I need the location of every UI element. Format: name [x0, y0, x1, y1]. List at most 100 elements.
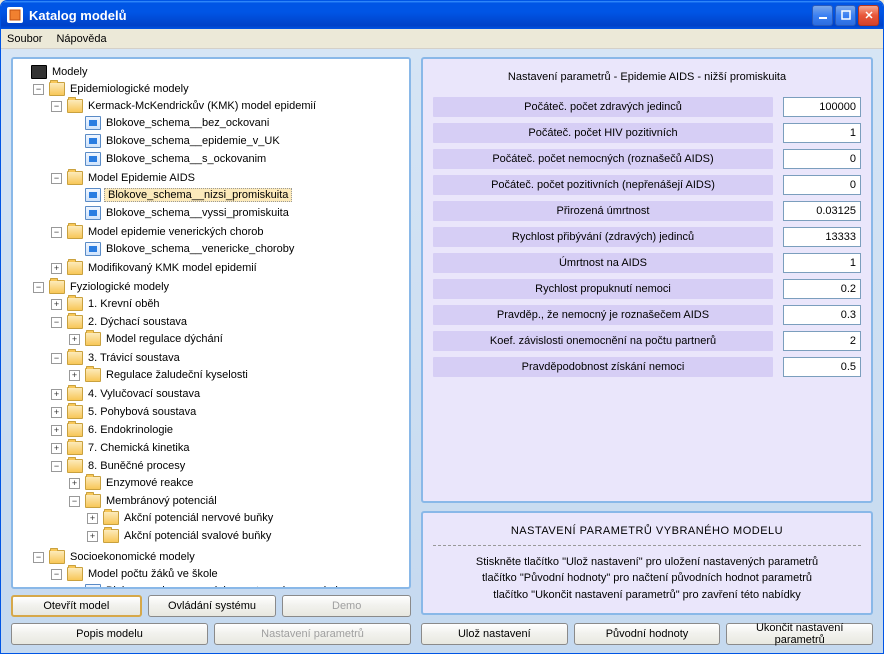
param-row: Počáteč. počet nemocných (roznašečů AIDS…	[433, 149, 861, 169]
param-input[interactable]	[783, 201, 861, 221]
folder-icon	[67, 423, 83, 437]
maximize-button[interactable]	[835, 5, 856, 26]
tree-node[interactable]: +5. Pohybová soustava	[51, 404, 407, 420]
open-model-button[interactable]: Otevřít model	[11, 595, 142, 617]
model-icon	[85, 134, 101, 148]
instructions-line: tlačítko "Původní hodnoty" pro načtení p…	[433, 570, 861, 587]
param-row: Koef. závislosti onemocnění na počtu par…	[433, 331, 861, 351]
tree-node-fyz[interactable]: −Fyziologické modely	[33, 279, 407, 295]
param-label: Koef. závislosti onemocnění na počtu par…	[433, 331, 773, 351]
param-input[interactable]	[783, 149, 861, 169]
parameters-heading: Nastavení parametrů - Epidemie AIDS - ni…	[433, 67, 861, 91]
folder-icon	[85, 368, 101, 382]
model-tree[interactable]: Modely −Epidemiologické modely −Kermack-…	[11, 57, 411, 589]
tree-node[interactable]: +1. Krevní oběh	[51, 296, 407, 312]
model-description-button[interactable]: Popis modelu	[11, 623, 208, 645]
tree-leaf[interactable]: Blokove_schema__vyssi_promiskuita	[69, 205, 407, 221]
tree-node[interactable]: +Akční potenciál svalové buňky	[87, 528, 407, 544]
tree-leaf[interactable]: Blokove_schema__epidemie_v_UK	[69, 133, 407, 149]
tree-node-modkmk[interactable]: +Modifikovaný KMK model epidemií	[51, 260, 407, 276]
model-icon	[85, 116, 101, 130]
param-row: Úmrtnost na AIDS	[433, 253, 861, 273]
tree-node[interactable]: −2. Dýchací soustava	[51, 314, 407, 330]
tree-node-kmk[interactable]: −Kermack-McKendrickův (KMK) model epidem…	[51, 98, 407, 114]
param-label: Počáteč. počet HIV pozitivních	[433, 123, 773, 143]
tree-root[interactable]: Modely	[15, 64, 407, 80]
tree-node[interactable]: +Enzymové reakce	[69, 475, 407, 491]
tree-leaf[interactable]: Blokove_schema__bez_ockovani	[69, 115, 407, 131]
param-row: Přirozená úmrtnost	[433, 201, 861, 221]
param-input[interactable]	[783, 227, 861, 247]
tree-node-epi[interactable]: −Epidemiologické modely	[33, 81, 407, 97]
instructions-panel: NASTAVENÍ PARAMETRŮ VYBRANÉHO MODELU Sti…	[421, 511, 873, 616]
folder-icon	[67, 171, 83, 185]
tree-leaf-selected[interactable]: Blokove_schema__nizsi_promiskuita	[69, 187, 407, 203]
folder-icon	[49, 280, 65, 294]
tree-node[interactable]: −Model počtu žáků ve škole	[51, 566, 407, 582]
parameter-settings-button[interactable]: Nastavení parametrů	[214, 623, 411, 645]
param-label: Rychlost přibývání (zdravých) jedinců	[433, 227, 773, 247]
model-icon	[85, 206, 101, 220]
tree-leaf[interactable]: Blokove_schema__s_ockovanim	[69, 151, 407, 167]
param-input[interactable]	[783, 357, 861, 377]
model-icon	[85, 242, 101, 256]
window-title: Katalog modelů	[29, 8, 812, 23]
param-input[interactable]	[783, 331, 861, 351]
tree-node-socio[interactable]: −Socioekonomické modely	[33, 549, 407, 565]
param-input[interactable]	[783, 97, 861, 117]
tree-leaf[interactable]: Blokove_schema__venericke_choroby	[69, 241, 407, 257]
param-row: Pravděp., že nemocný je roznašečem AIDS	[433, 305, 861, 325]
param-row: Počáteč. počet HIV pozitivních	[433, 123, 861, 143]
folder-icon	[67, 297, 83, 311]
tree-node[interactable]: −Membránový potenciál	[69, 493, 407, 509]
tree-node[interactable]: −3. Trávicí soustava	[51, 350, 407, 366]
param-input[interactable]	[783, 279, 861, 299]
minimize-button[interactable]	[812, 5, 833, 26]
tree-node-vener[interactable]: −Model epidemie venerických chorob	[51, 224, 407, 240]
param-row: Počáteč. počet zdravých jedinců	[433, 97, 861, 117]
folder-icon	[67, 99, 83, 113]
tree-node[interactable]: +Model regulace dýchání	[69, 331, 407, 347]
param-input[interactable]	[783, 123, 861, 143]
system-control-button[interactable]: Ovládání systému	[148, 595, 277, 617]
param-label: Pravděpodobnost získání nemoci	[433, 357, 773, 377]
tree-node-aids[interactable]: −Model Epidemie AIDS	[51, 170, 407, 186]
tree-leaf[interactable]: Blokove_schema_modelu_poctu_zaku_ve_skol…	[69, 583, 407, 589]
folder-icon	[67, 567, 83, 581]
param-label: Pravděp., že nemocný je roznašečem AIDS	[433, 305, 773, 325]
instructions-line: Stiskněte tlačítko "Ulož nastavení" pro …	[433, 554, 861, 571]
param-label: Počáteč. počet pozitivních (nepřenášejí …	[433, 175, 773, 195]
param-row: Pravděpodobnost získání nemoci	[433, 357, 861, 377]
folder-icon	[103, 511, 119, 525]
tree-node[interactable]: −8. Buněčné procesy	[51, 458, 407, 474]
param-input[interactable]	[783, 305, 861, 325]
folder-icon	[67, 315, 83, 329]
parameters-panel: Nastavení parametrů - Epidemie AIDS - ni…	[421, 57, 873, 503]
default-values-button[interactable]: Původní hodnoty	[574, 623, 721, 645]
close-settings-button[interactable]: Ukončit nastavení parametrů	[726, 623, 873, 645]
menu-file[interactable]: Soubor	[7, 33, 42, 45]
param-label: Úmrtnost na AIDS	[433, 253, 773, 273]
model-icon	[85, 584, 101, 589]
save-settings-button[interactable]: Ulož nastavení	[421, 623, 568, 645]
demo-button[interactable]: Demo	[282, 595, 411, 617]
folder-icon	[103, 529, 119, 543]
folder-icon	[67, 405, 83, 419]
folder-icon	[49, 550, 65, 564]
folder-icon	[67, 225, 83, 239]
tree-node[interactable]: +Regulace žaludeční kyselosti	[69, 367, 407, 383]
model-icon	[85, 188, 101, 202]
tree-node[interactable]: +6. Endokrinologie	[51, 422, 407, 438]
close-button[interactable]	[858, 5, 879, 26]
tree-node[interactable]: +Akční potenciál nervové buňky	[87, 510, 407, 526]
titlebar: Katalog modelů	[1, 1, 883, 29]
menu-help[interactable]: Nápověda	[56, 33, 106, 45]
tree-node[interactable]: +4. Vylučovací soustava	[51, 386, 407, 402]
param-input[interactable]	[783, 253, 861, 273]
param-row: Rychlost propuknutí nemoci	[433, 279, 861, 299]
tree-node[interactable]: +7. Chemická kinetika	[51, 440, 407, 456]
folder-icon	[67, 351, 83, 365]
param-label: Přirozená úmrtnost	[433, 201, 773, 221]
param-input[interactable]	[783, 175, 861, 195]
folder-icon	[85, 494, 101, 508]
